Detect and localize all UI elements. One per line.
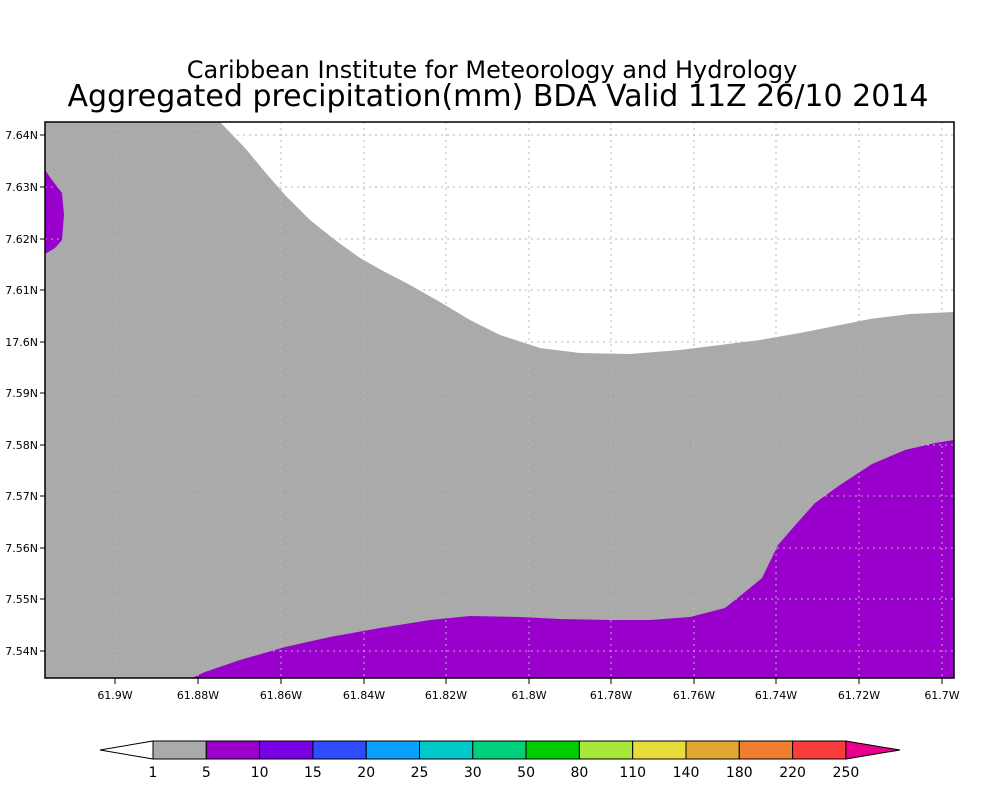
legend-swatch: [525, 740, 580, 760]
lon-label: 61.72W: [838, 689, 880, 702]
plot-area: [45, 122, 954, 678]
legend-swatch: [632, 740, 687, 760]
legend-label: 140: [673, 765, 700, 781]
lon-label: 61.7W: [924, 689, 959, 702]
lat-label: 7.59N: [5, 387, 38, 400]
lat-label: 7.58N: [5, 439, 38, 452]
lon-label: 61.86W: [260, 689, 302, 702]
legend-label: 80: [570, 765, 588, 781]
legend-swatch: [685, 740, 740, 760]
legend-label: 250: [833, 765, 860, 781]
legend-label: 30: [464, 765, 482, 781]
plot-border: [44, 121, 955, 679]
lon-label: 61.78W: [590, 689, 632, 702]
purple-precip-region-west: [45, 170, 64, 254]
legend-swatch: [259, 740, 314, 760]
legend-swatch: [738, 740, 794, 760]
tick-marks: [40, 134, 943, 684]
legend-swatch: [472, 740, 527, 760]
legend-swatch: [419, 740, 474, 760]
lat-label: 7.64N: [5, 129, 38, 142]
legend-label: 50: [517, 765, 535, 781]
legend-arrow-high: [845, 740, 901, 760]
lon-label: 61.9W: [97, 689, 132, 702]
legend-colorbar: 1 5 10 15 20 25 30 50 80 110 140 180 220 250: [99, 740, 901, 781]
lat-label: 7.56N: [5, 542, 38, 555]
latitude-labels: 7.64N 7.63N 7.62N 7.61N 17.6N 7.59N 7.58…: [5, 129, 38, 658]
legend-label: 180: [726, 765, 753, 781]
legend-swatch: [792, 740, 847, 760]
legend-swatch: [365, 740, 421, 760]
gray-precip-region: [45, 122, 954, 678]
legend-swatch: [578, 740, 634, 760]
legend-swatch: [152, 740, 207, 760]
lat-label: 7.61N: [5, 284, 38, 297]
legend-swatch: [312, 740, 367, 760]
institute-title: Caribbean Institute for Meteorology and …: [187, 56, 798, 84]
legend-label: 25: [411, 765, 429, 781]
lon-label: 61.84W: [343, 689, 385, 702]
grid-lines: [45, 122, 954, 678]
legend-label: 5: [202, 765, 211, 781]
legend-label: 1: [149, 765, 158, 781]
longitude-labels: 61.9W 61.88W 61.86W 61.84W 61.82W 61.8W …: [97, 689, 959, 702]
legend-label: 10: [251, 765, 269, 781]
legend-label: 110: [619, 765, 646, 781]
lat-label: 7.63N: [5, 181, 38, 194]
lat-label: 17.6N: [5, 336, 38, 349]
lon-label: 61.8W: [511, 689, 546, 702]
lat-label: 7.57N: [5, 490, 38, 503]
map-title: Aggregated precipitation(mm) BDA Valid 1…: [68, 79, 929, 114]
legend-swatch: [205, 740, 261, 760]
legend-label: 15: [304, 765, 322, 781]
lat-label: 7.62N: [5, 233, 38, 246]
legend-label: 220: [779, 765, 806, 781]
lon-label: 61.82W: [425, 689, 467, 702]
lat-label: 7.55N: [5, 593, 38, 606]
legend-arrow-low: [99, 740, 154, 760]
lon-label: 61.76W: [673, 689, 715, 702]
legend-label: 20: [357, 765, 375, 781]
purple-precip-region-south: [192, 440, 954, 678]
lon-label: 61.74W: [755, 689, 797, 702]
lon-label: 61.88W: [177, 689, 219, 702]
lat-label: 7.54N: [5, 645, 38, 658]
